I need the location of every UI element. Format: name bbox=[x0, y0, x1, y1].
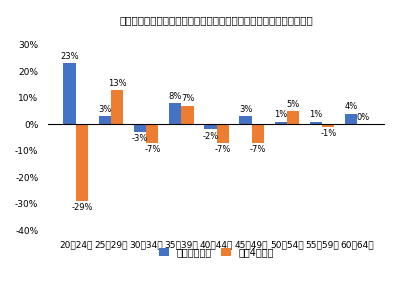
Text: 4%: 4% bbox=[344, 102, 358, 111]
Bar bbox=[111, 90, 123, 124]
Text: -7%: -7% bbox=[250, 145, 266, 154]
Text: 5%: 5% bbox=[286, 100, 300, 109]
Text: -2%: -2% bbox=[202, 132, 218, 141]
Bar bbox=[146, 124, 158, 143]
Bar bbox=[240, 116, 252, 124]
Text: 1%: 1% bbox=[309, 110, 323, 119]
Text: -1%: -1% bbox=[320, 129, 336, 138]
Bar bbox=[322, 124, 334, 127]
Bar bbox=[275, 122, 287, 124]
Bar bbox=[345, 114, 357, 124]
Bar bbox=[287, 111, 299, 124]
Text: -7%: -7% bbox=[214, 145, 231, 154]
Bar bbox=[99, 116, 111, 124]
Text: 3%: 3% bbox=[98, 105, 112, 114]
Bar bbox=[76, 124, 88, 201]
Text: 7%: 7% bbox=[181, 94, 194, 103]
Text: -29%: -29% bbox=[71, 203, 93, 212]
Text: -7%: -7% bbox=[144, 145, 160, 154]
Bar bbox=[252, 124, 264, 143]
Bar bbox=[216, 124, 229, 143]
Text: 0%: 0% bbox=[357, 113, 370, 122]
Bar bbox=[181, 106, 194, 124]
Bar bbox=[134, 124, 146, 132]
Text: 3%: 3% bbox=[239, 105, 252, 114]
Bar bbox=[64, 63, 76, 124]
Bar bbox=[204, 124, 216, 130]
Bar bbox=[310, 122, 322, 124]
Text: 23%: 23% bbox=[60, 52, 79, 61]
Text: 8%: 8% bbox=[168, 92, 182, 101]
Title: 介護頻度と就業希望（継続・追加就業希望と転職・休業希望の差分）: 介護頻度と就業希望（継続・追加就業希望と転職・休業希望の差分） bbox=[120, 15, 314, 25]
Text: -3%: -3% bbox=[132, 134, 148, 143]
Bar bbox=[169, 103, 181, 124]
Text: 13%: 13% bbox=[108, 79, 126, 88]
Legend: 月に３日以内, 週に4日以上: 月に３日以内, 週に4日以上 bbox=[155, 244, 278, 261]
Text: 1%: 1% bbox=[274, 110, 288, 119]
